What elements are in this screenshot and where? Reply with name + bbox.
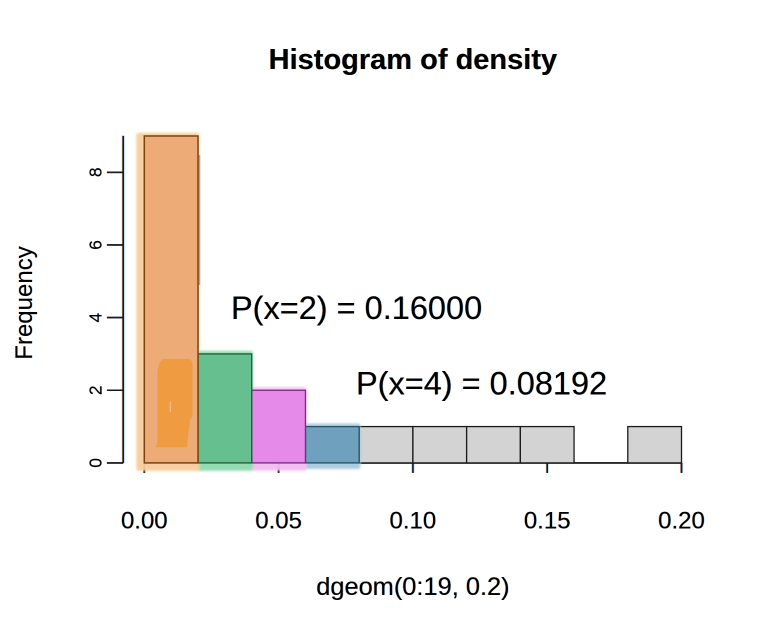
- svg-text:4: 4: [86, 312, 106, 322]
- svg-text:2: 2: [86, 385, 106, 395]
- svg-text:0.05: 0.05: [255, 508, 302, 535]
- svg-text:dgeom(0:19, 0.2): dgeom(0:19, 0.2): [316, 573, 509, 601]
- svg-text:Frequency: Frequency: [11, 246, 38, 359]
- svg-text:Histogram of density: Histogram of density: [269, 44, 557, 76]
- svg-text:0: 0: [86, 458, 106, 468]
- svg-text:0.15: 0.15: [524, 508, 571, 535]
- svg-text:0.10: 0.10: [390, 508, 437, 535]
- svg-text:P(x=2) = 0.16000: P(x=2) = 0.16000: [231, 290, 482, 326]
- svg-text:P(x=4) = 0.08192: P(x=4) = 0.08192: [356, 366, 607, 402]
- svg-text:8: 8: [86, 167, 106, 177]
- svg-text:0.20: 0.20: [658, 508, 705, 535]
- svg-text:6: 6: [86, 240, 106, 250]
- svg-text:0.00: 0.00: [121, 508, 168, 535]
